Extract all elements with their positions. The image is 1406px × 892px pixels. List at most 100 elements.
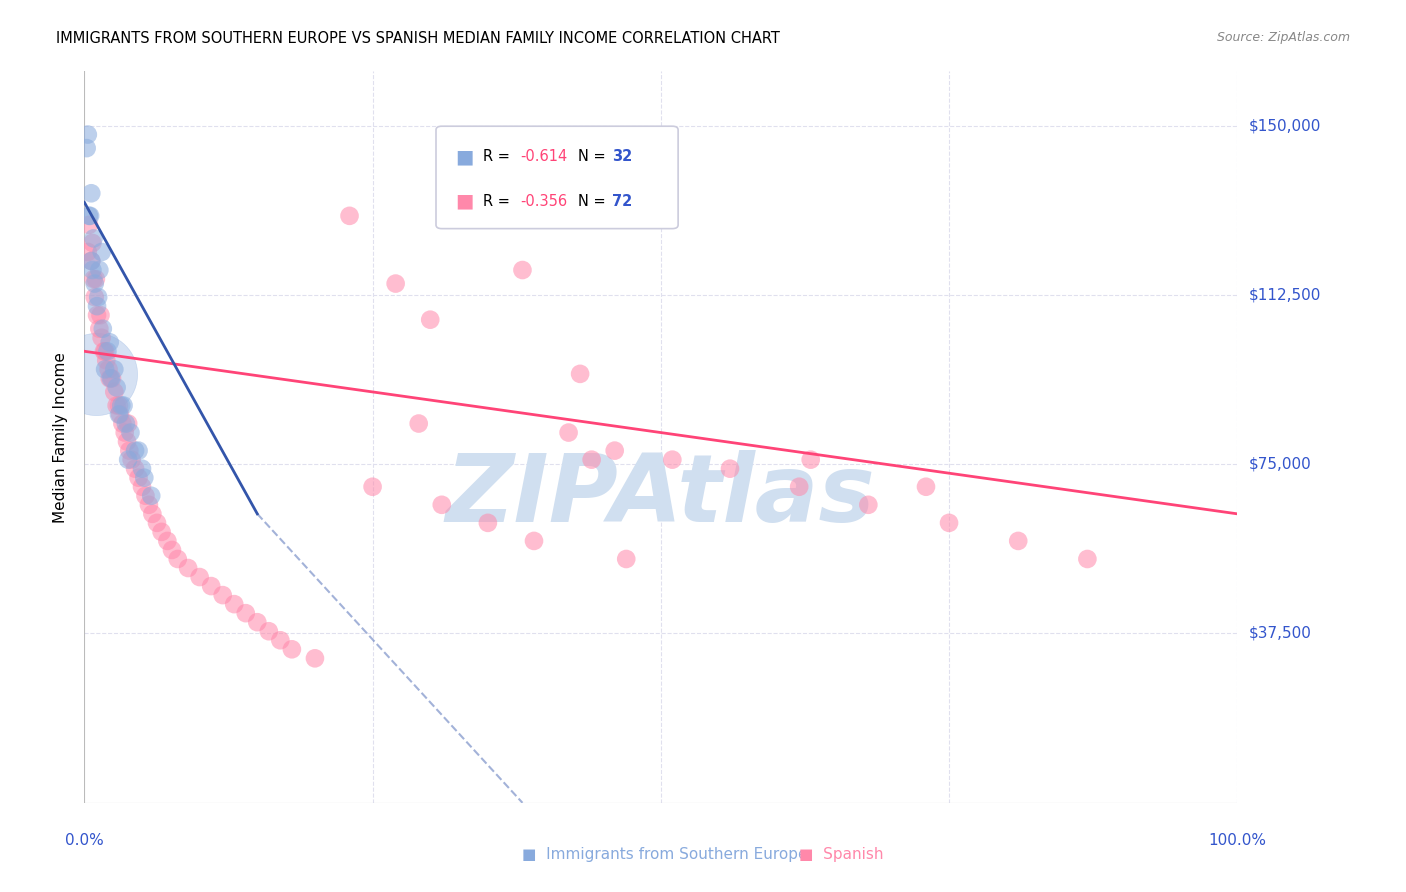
- Text: $112,500: $112,500: [1249, 287, 1320, 302]
- Point: [118, 443, 141, 458]
- Point: [96, 353, 118, 368]
- Point: [146, 516, 169, 530]
- Point: [150, 524, 173, 539]
- Point: [581, 452, 603, 467]
- Point: [108, 408, 131, 422]
- Point: [89, 263, 111, 277]
- Point: [90, 331, 112, 345]
- Text: N =: N =: [578, 149, 610, 164]
- Point: [246, 615, 269, 630]
- Text: $37,500: $37,500: [1249, 626, 1312, 641]
- Point: [141, 489, 163, 503]
- Point: [86, 308, 108, 322]
- Point: [98, 371, 121, 385]
- Text: ■  Spanish: ■ Spanish: [799, 847, 883, 862]
- Text: -0.356: -0.356: [520, 194, 567, 209]
- Text: ■  Immigrants from Southern Europe: ■ Immigrants from Southern Europe: [523, 847, 808, 862]
- Point: [156, 533, 179, 548]
- Point: [108, 408, 131, 422]
- Text: 100.0%: 100.0%: [1208, 833, 1267, 848]
- Text: R =: R =: [484, 194, 515, 209]
- Point: [134, 489, 156, 503]
- Text: Source: ZipAtlas.com: Source: ZipAtlas.com: [1216, 31, 1350, 45]
- Point: [103, 362, 125, 376]
- Point: [112, 399, 135, 413]
- Point: [84, 272, 107, 286]
- Point: [94, 362, 117, 376]
- Point: [787, 480, 810, 494]
- Point: [1076, 552, 1098, 566]
- Text: 72: 72: [613, 194, 633, 209]
- Point: [96, 344, 118, 359]
- Point: [188, 570, 211, 584]
- Point: [915, 480, 938, 494]
- Point: [76, 244, 98, 259]
- Y-axis label: Median Family Income: Median Family Income: [53, 351, 69, 523]
- Point: [131, 461, 153, 475]
- Point: [98, 335, 121, 350]
- Point: [76, 141, 98, 155]
- Point: [121, 452, 143, 467]
- Point: [557, 425, 579, 440]
- Point: [477, 516, 499, 530]
- Point: [93, 344, 115, 359]
- Point: [569, 367, 592, 381]
- Text: ZIPAtlas: ZIPAtlas: [446, 450, 876, 541]
- Point: [523, 533, 546, 548]
- Point: [124, 461, 146, 475]
- Point: [419, 312, 441, 326]
- Point: [90, 244, 112, 259]
- Point: [177, 561, 200, 575]
- Point: [257, 624, 280, 639]
- Point: [89, 322, 111, 336]
- Point: [76, 128, 98, 142]
- Text: $75,000: $75,000: [1249, 457, 1312, 472]
- Text: ■: ■: [456, 192, 474, 211]
- Text: IMMIGRANTS FROM SOUTHERN EUROPE VS SPANISH MEDIAN FAMILY INCOME CORRELATION CHAR: IMMIGRANTS FROM SOUTHERN EUROPE VS SPANI…: [56, 31, 780, 46]
- Point: [603, 443, 626, 458]
- Point: [89, 308, 111, 322]
- Point: [77, 218, 100, 232]
- Point: [111, 417, 134, 431]
- Text: ■: ■: [456, 147, 474, 166]
- Point: [80, 254, 103, 268]
- Point: [86, 299, 108, 313]
- Point: [938, 516, 960, 530]
- Point: [718, 461, 741, 475]
- Text: N =: N =: [578, 194, 610, 209]
- Text: 0.0%: 0.0%: [65, 833, 104, 848]
- Point: [115, 434, 138, 449]
- Point: [800, 452, 823, 467]
- Point: [80, 254, 103, 268]
- Point: [110, 399, 132, 413]
- Point: [138, 498, 160, 512]
- Point: [269, 633, 291, 648]
- Point: [87, 290, 110, 304]
- Text: R =: R =: [484, 149, 515, 164]
- Point: [128, 471, 150, 485]
- Point: [100, 371, 122, 385]
- Point: [79, 209, 101, 223]
- Point: [83, 290, 105, 304]
- Point: [166, 552, 188, 566]
- Point: [131, 480, 153, 494]
- Point: [115, 417, 138, 431]
- Point: [108, 399, 131, 413]
- Point: [82, 235, 104, 250]
- Point: [83, 231, 105, 245]
- Point: [200, 579, 222, 593]
- Point: [103, 384, 125, 399]
- Point: [339, 209, 361, 223]
- Point: [224, 597, 246, 611]
- Point: [84, 367, 107, 381]
- Point: [83, 272, 105, 286]
- Point: [1007, 533, 1029, 548]
- Point: [124, 443, 146, 458]
- Point: [304, 651, 326, 665]
- Point: [134, 471, 156, 485]
- Point: [120, 425, 142, 440]
- Point: [361, 480, 384, 494]
- Point: [408, 417, 430, 431]
- Point: [94, 344, 117, 359]
- Point: [160, 543, 183, 558]
